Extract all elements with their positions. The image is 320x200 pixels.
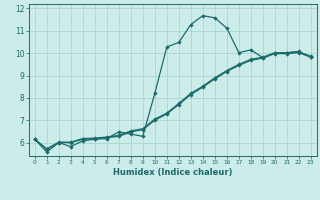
- X-axis label: Humidex (Indice chaleur): Humidex (Indice chaleur): [113, 168, 233, 177]
